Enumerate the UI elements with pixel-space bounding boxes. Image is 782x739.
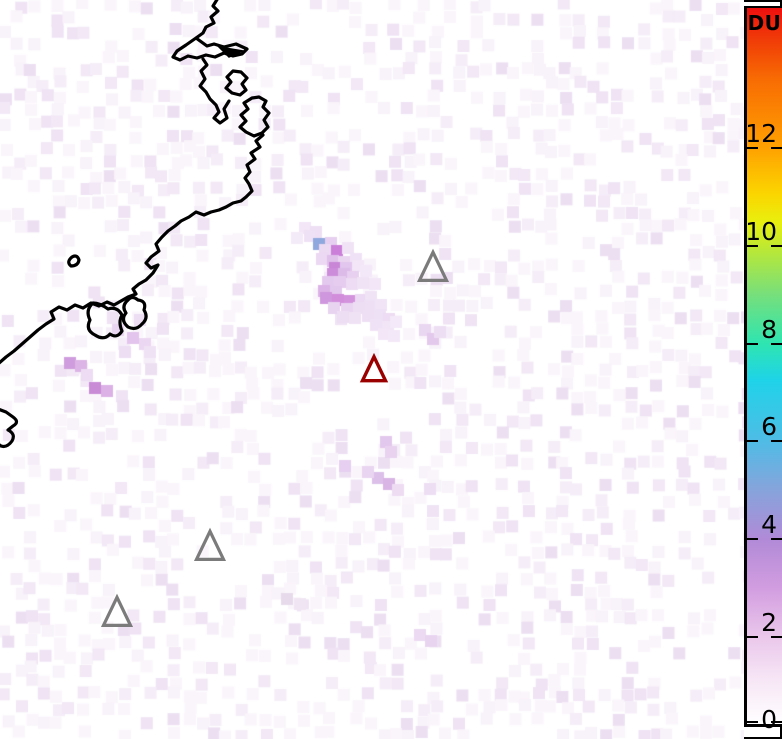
colorbar-tick-mark	[747, 147, 758, 149]
colorbar-tick-mark	[771, 343, 782, 345]
colorbar-tick-mark	[771, 636, 782, 638]
colorbar: DU 12 10 8 6 4 2 0	[744, 6, 782, 732]
colorbar-tick-mark	[747, 343, 758, 345]
colorbar-tick-mark	[771, 245, 782, 247]
colorbar-tick-mark	[747, 245, 758, 247]
colorbar-tick-mark	[747, 538, 758, 540]
colorbar-tick-mark	[771, 538, 782, 540]
colorbar-tick-mark	[747, 721, 758, 723]
so2-pixel-layer	[0, 0, 744, 739]
colorbar-tick-label: 10	[745, 217, 777, 246]
colorbar-tick-label: 6	[761, 412, 777, 441]
colorbar-tick-label: 8	[761, 315, 777, 344]
colorbar-tick-mark	[771, 440, 782, 442]
colorbar-tick-label: 12	[745, 119, 777, 148]
colorbar-tick-mark	[771, 721, 782, 723]
colorbar-tick-label: 0	[761, 705, 777, 734]
colorbar-tick-mark	[747, 440, 758, 442]
colorbar-tick-mark	[747, 636, 758, 638]
colorbar-tick-label: 4	[761, 510, 777, 539]
colorbar-unit-label: DU	[747, 11, 782, 35]
colorbar-tick-label: 2	[761, 608, 777, 637]
colorbar-tick-mark	[771, 147, 782, 149]
